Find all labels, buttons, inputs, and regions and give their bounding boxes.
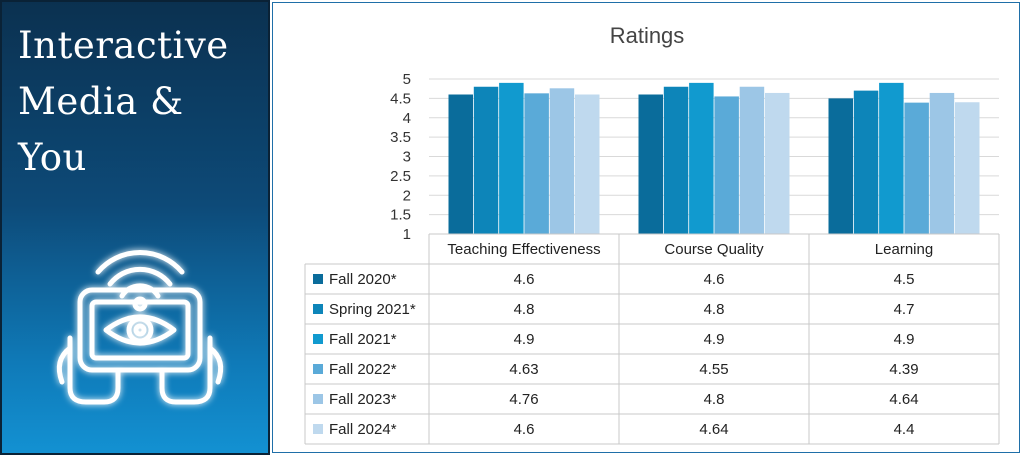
bar bbox=[689, 82, 714, 234]
legend-swatch bbox=[313, 394, 323, 404]
data-label: 4.4 bbox=[894, 421, 915, 438]
bar bbox=[879, 82, 904, 234]
eye-tablet-signal-icon bbox=[56, 250, 224, 405]
data-label: 4.6 bbox=[514, 271, 535, 288]
bar bbox=[448, 94, 473, 234]
category-label: Learning bbox=[875, 241, 933, 258]
bar bbox=[663, 86, 689, 234]
course-banner: Interactive Media & You bbox=[0, 0, 270, 455]
bar bbox=[765, 92, 790, 234]
data-label: 4.55 bbox=[699, 361, 728, 378]
course-title: Interactive Media & You bbox=[18, 18, 263, 186]
data-label: 4.9 bbox=[894, 331, 915, 348]
bar bbox=[499, 82, 524, 234]
legend-swatch bbox=[313, 364, 323, 374]
bar bbox=[638, 94, 663, 234]
data-label: 4.5 bbox=[894, 271, 915, 288]
chart-title: Ratings bbox=[609, 23, 685, 48]
data-label: 4.8 bbox=[704, 391, 725, 408]
legend-entry: Fall 2023* bbox=[329, 391, 397, 408]
category-label: Teaching Effectiveness bbox=[447, 241, 600, 258]
ratings-chart: 5 4.5 4 3.5 3 2.5 2 1.5 1 Teaching Effectiveness C… bbox=[304, 71, 1000, 445]
y-tick-label: 5 bbox=[403, 71, 411, 88]
category-label: Course Quality bbox=[664, 241, 764, 258]
bar bbox=[714, 96, 739, 234]
bar bbox=[524, 93, 549, 235]
course-title-line: Interactive bbox=[18, 24, 229, 67]
bar bbox=[929, 92, 955, 234]
data-label: 4.9 bbox=[704, 331, 725, 348]
bar bbox=[473, 86, 499, 234]
course-title-line: You bbox=[18, 136, 87, 179]
data-label: 4.64 bbox=[699, 421, 728, 438]
y-tick-label: 2.5 bbox=[390, 168, 411, 185]
legend-entry: Fall 2020* bbox=[329, 271, 397, 288]
data-label: 4.8 bbox=[704, 301, 725, 318]
legend-entry: Spring 2021* bbox=[329, 301, 416, 318]
legend-swatch bbox=[313, 424, 323, 434]
legend-entry: Fall 2021* bbox=[329, 331, 397, 348]
data-label: 4.64 bbox=[889, 391, 918, 408]
data-label: 4.6 bbox=[704, 271, 725, 288]
legend-swatch bbox=[313, 304, 323, 314]
legend-swatch bbox=[313, 334, 323, 344]
y-tick-label: 2 bbox=[403, 187, 411, 204]
data-label: 4.39 bbox=[889, 361, 918, 378]
bar bbox=[955, 102, 980, 234]
bar bbox=[575, 94, 600, 234]
data-label: 4.8 bbox=[514, 301, 535, 318]
bar bbox=[549, 88, 575, 234]
y-tick-label: 4.5 bbox=[390, 90, 411, 107]
data-label: 4.6 bbox=[514, 421, 535, 438]
y-tick-label: 1 bbox=[403, 226, 411, 243]
bar bbox=[739, 86, 765, 234]
bar bbox=[828, 98, 853, 234]
bar bbox=[904, 102, 929, 234]
legend-swatch bbox=[313, 274, 323, 284]
y-tick-label: 3.5 bbox=[390, 129, 411, 146]
data-label: 4.9 bbox=[514, 331, 535, 348]
y-tick-label: 1.5 bbox=[390, 207, 411, 224]
course-title-line: Media & bbox=[18, 80, 184, 123]
ratings-chart-panel: Ratings 5 4.5 4 3.5 3 2.5 2 1.5 1 Teaching Effect… bbox=[272, 2, 1020, 453]
legend-entry: Fall 2022* bbox=[329, 361, 397, 378]
y-tick-label: 3 bbox=[403, 149, 411, 166]
data-label: 4.7 bbox=[894, 301, 915, 318]
y-tick-label: 4 bbox=[403, 110, 411, 127]
data-label: 4.63 bbox=[509, 361, 538, 378]
legend-entry: Fall 2024* bbox=[329, 421, 397, 438]
data-label: 4.76 bbox=[509, 391, 538, 408]
bar bbox=[853, 90, 879, 234]
